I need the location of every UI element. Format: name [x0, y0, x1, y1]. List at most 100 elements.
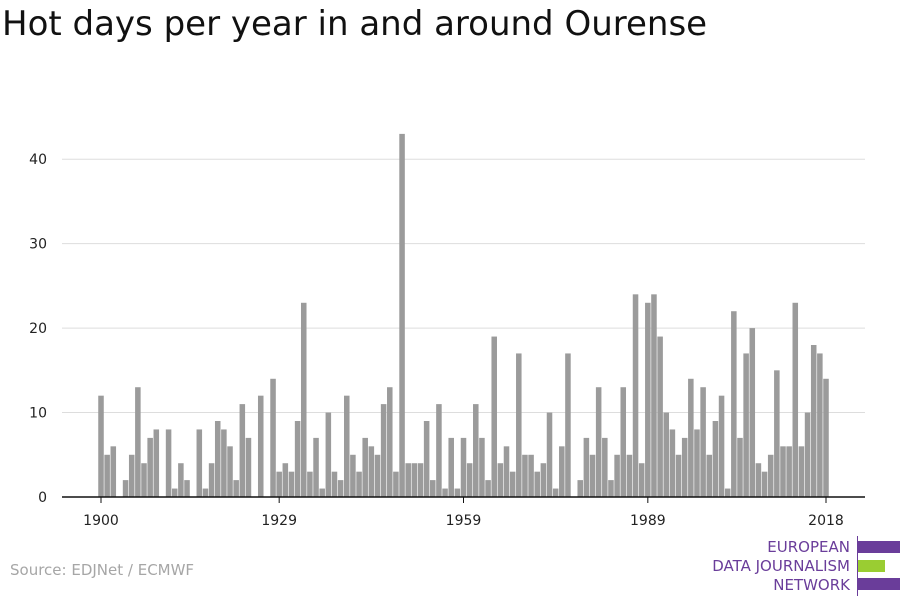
bar-1987: [632, 294, 639, 497]
bar-2008: [761, 471, 768, 497]
x-tick-label: 1989: [630, 513, 666, 529]
bar-1908: [147, 437, 153, 497]
bar-1952: [417, 463, 424, 497]
bar-1949: [399, 133, 405, 497]
bar-1981: [595, 387, 602, 497]
bar-1958: [454, 488, 461, 497]
bar-1936: [319, 488, 325, 497]
bar-1960: [466, 463, 473, 497]
bar-1957: [448, 437, 454, 497]
bar-2004: [737, 437, 743, 497]
bar-1963: [485, 480, 491, 497]
bar-1962: [479, 437, 485, 497]
bar-2000: [712, 421, 719, 497]
bar-2017: [817, 353, 823, 497]
bar-1907: [141, 463, 147, 497]
logo-line-3: NETWORK: [773, 576, 850, 594]
bar-1955: [436, 404, 442, 497]
logo-line-1: EUROPEAN: [767, 538, 850, 556]
bar-2013: [792, 302, 799, 497]
bar-1961: [473, 404, 479, 497]
bar-1905: [128, 454, 135, 497]
y-tick-label: 0: [38, 490, 47, 506]
bar-1934: [307, 471, 313, 497]
bar-1980: [589, 454, 596, 497]
bar-1906: [135, 387, 141, 497]
bar-1946: [380, 404, 387, 497]
bar-1956: [442, 488, 448, 497]
bar-1943: [362, 437, 368, 497]
bar-1931: [288, 471, 295, 497]
bar-1935: [313, 437, 319, 497]
y-tick-label: 30: [29, 237, 47, 253]
logo-bar-middle: [858, 560, 885, 572]
bar-1953: [423, 421, 430, 497]
x-axis-ticks: 1900 1929 1959 1989 2018: [83, 497, 844, 529]
bar-2014: [798, 446, 805, 497]
bar-1974: [552, 488, 559, 497]
bar-1996: [688, 378, 694, 497]
bar-1970: [528, 454, 534, 497]
bar-1923: [239, 404, 246, 497]
y-tick-label: 40: [29, 152, 47, 168]
bar-2018: [823, 378, 829, 497]
bar-2016: [810, 345, 817, 497]
bar-1998: [700, 387, 706, 497]
bar-1942: [356, 471, 362, 497]
y-axis-ticks: 0 10 20 30 40: [29, 152, 47, 506]
x-tick-label: 1900: [83, 513, 119, 529]
bar-1941: [350, 454, 356, 497]
bar-1948: [393, 471, 399, 497]
bar-1932: [294, 421, 301, 497]
bar-1944: [368, 446, 375, 497]
bar-1990: [651, 294, 657, 497]
bar-1992: [663, 412, 670, 497]
bar-1914: [184, 480, 190, 497]
bar-1920: [221, 429, 227, 497]
bar-1937: [325, 412, 332, 497]
chart-title: Hot days per year in and around Ourense: [2, 4, 708, 44]
bar-2011: [780, 446, 786, 497]
x-tick-label: 2018: [808, 513, 844, 529]
bar-1954: [430, 480, 436, 497]
logo-bar-top: [858, 541, 900, 553]
bar-1994: [675, 454, 682, 497]
logo-divider: [857, 536, 858, 596]
bar-1975: [559, 446, 565, 497]
bar-2001: [718, 395, 725, 497]
bar-1984: [614, 454, 620, 497]
bar-1909: [153, 429, 160, 497]
bar-1973: [546, 412, 553, 497]
bar-1947: [387, 387, 393, 497]
edjnet-logo: EUROPEAN DATA JOURNALISM NETWORK: [700, 536, 900, 596]
bar-1951: [411, 463, 418, 497]
bar-1976: [565, 353, 571, 497]
bar-1964: [491, 336, 497, 497]
bar-1911: [165, 429, 172, 497]
bar-1933: [300, 302, 307, 497]
bar-1930: [282, 463, 289, 497]
y-tick-label: 20: [29, 321, 47, 337]
bar-1999: [706, 454, 713, 497]
bar-1913: [178, 463, 184, 497]
bar-1978: [577, 480, 583, 497]
bar-1971: [534, 471, 540, 497]
bar-1926: [257, 395, 264, 497]
bar-2005: [743, 353, 749, 497]
bar-1918: [208, 463, 215, 497]
bar-1928: [270, 378, 276, 497]
bar-1900: [98, 395, 104, 497]
bars: [98, 133, 829, 497]
bar-1938: [331, 471, 338, 497]
bar-2015: [804, 412, 811, 497]
x-tick-label: 1929: [261, 513, 297, 529]
bar-1965: [497, 463, 504, 497]
bar-1979: [583, 437, 590, 497]
bar-1986: [626, 454, 633, 497]
bar-1945: [374, 454, 381, 497]
bar-2010: [774, 370, 780, 497]
bar-1985: [620, 387, 627, 497]
bar-1940: [344, 395, 350, 497]
bar-1969: [522, 454, 528, 497]
